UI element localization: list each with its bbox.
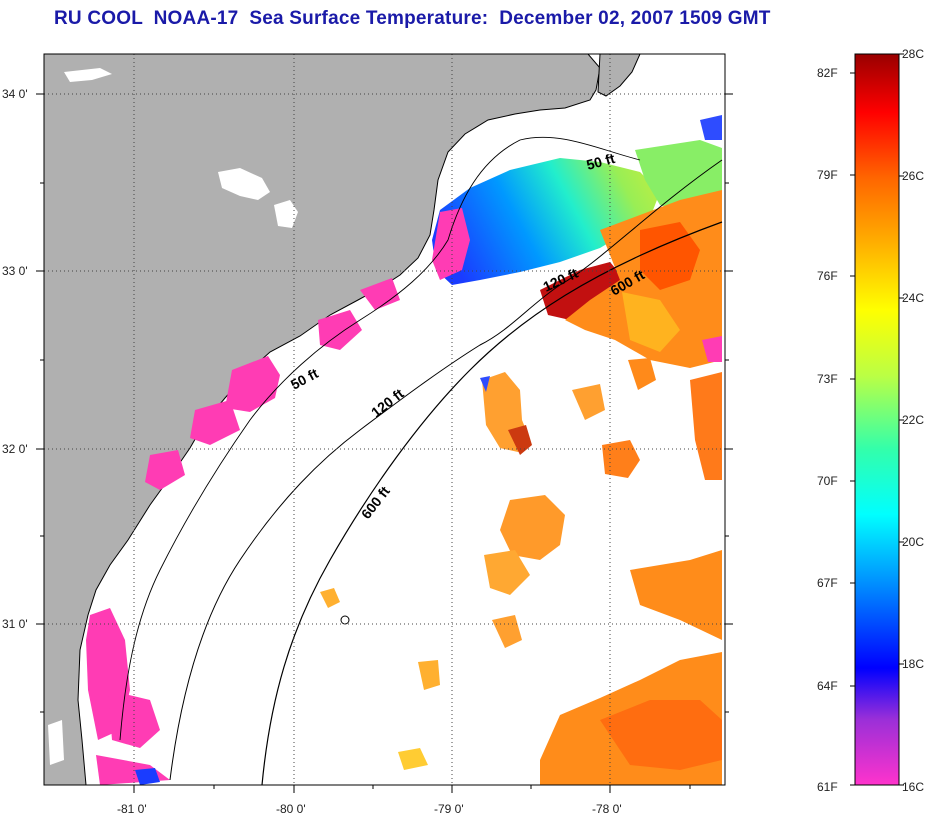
colorbar-c-label: 22C [902, 413, 925, 427]
lon-label-80: -80 0' [276, 802, 306, 816]
sst-data [86, 115, 722, 785]
colorbar-f-label: 70F [817, 474, 838, 488]
map-title: RU COOL NOAA-17 Sea Surface Temperature:… [54, 8, 771, 29]
colorbar-c-label: 28C [902, 47, 925, 61]
lat-label-33: 33 0' [2, 264, 28, 278]
colorbar-f-label: 82F [817, 66, 838, 80]
colorbar-f-label: 64F [817, 679, 838, 693]
lon-label-78: -78 0' [592, 802, 622, 816]
colorbar-f-label: 73F [817, 372, 838, 386]
colorbar-c-label: 18C [902, 657, 925, 671]
lat-label-31: 31 0' [2, 617, 28, 631]
colorbar-f-label: 67F [817, 576, 838, 590]
lon-label-79: -79 0' [434, 802, 464, 816]
isobath-label-50-south: 50 ft [288, 365, 321, 393]
isobath-label-120-south: 120 ft [368, 385, 407, 420]
land [44, 54, 601, 785]
colorbar [854, 53, 900, 786]
lon-label-81: -81 0' [117, 802, 147, 816]
colorbar-f-label: 61F [817, 780, 838, 794]
colorbar-f-label: 79F [817, 168, 838, 182]
colorbar-c-label: 16C [902, 780, 925, 794]
colorbar-f-label: 76F [817, 269, 838, 283]
colorbar-c-label: 26C [902, 169, 925, 183]
lat-label-34: 34 0' [2, 87, 28, 101]
isobath-label-600-south: 600 ft [358, 483, 393, 522]
colorbar-c-label: 20C [902, 535, 925, 549]
lat-label-32: 32 0' [2, 442, 28, 456]
isobath-label-50-north: 50 ft [585, 150, 617, 173]
colorbar-c-label: 24C [902, 291, 925, 305]
